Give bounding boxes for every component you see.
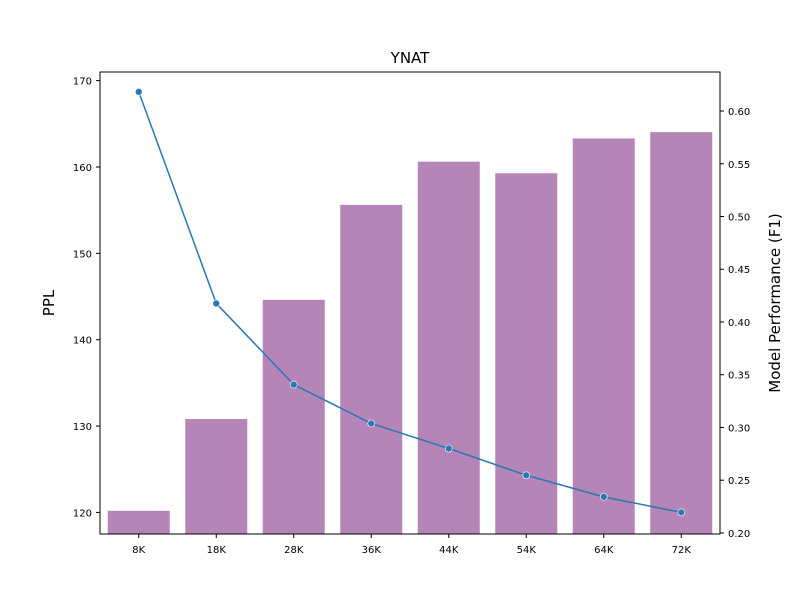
series-point [367, 419, 376, 428]
x-tick-label: 44K [439, 545, 459, 556]
y2-tick-label: 0.20 [728, 529, 750, 540]
y2-tick-label: 0.40 [728, 318, 750, 329]
bar [495, 173, 558, 535]
series-point [212, 299, 221, 308]
bar [262, 299, 325, 534]
bar [650, 132, 713, 534]
x-tick-label: 36K [362, 545, 382, 556]
bar [340, 204, 403, 534]
y2-tick-label: 0.25 [728, 476, 750, 487]
y2-tick-label: 0.60 [728, 107, 750, 118]
x-tick-label: 18K [207, 545, 227, 556]
y-tick-label: 150 [73, 249, 92, 260]
bar [185, 419, 248, 534]
y-tick-label: 140 [73, 336, 92, 347]
bar [107, 510, 170, 534]
x-tick-label: 64K [594, 545, 614, 556]
x-tick-label: 54K [517, 545, 537, 556]
y-axis-left: 120 130 140 150 160 170 [73, 77, 100, 519]
series-point [444, 444, 453, 453]
y2-tick-label: 0.50 [728, 213, 750, 224]
y-axis-right: 0.20 0.25 0.30 0.35 0.40 0.45 0.50 0.55 0.60 [720, 107, 750, 540]
series-point [677, 508, 686, 517]
y2-tick-label: 0.35 [728, 371, 750, 382]
x-tick-label: 72K [672, 545, 692, 556]
y-tick-label: 160 [73, 163, 92, 174]
y2-axis-title: Model Performance (F1) [766, 213, 784, 393]
bar [572, 138, 635, 534]
y-tick-label: 130 [73, 422, 92, 433]
y-axis-title: PPL [40, 289, 58, 316]
series-line [138, 91, 682, 514]
y2-tick-label: 0.45 [728, 265, 750, 276]
plot-frame [99, 71, 721, 535]
y-tick-label: 170 [73, 77, 92, 88]
line-layer [134, 88, 686, 517]
y-tick-label: 120 [73, 508, 92, 519]
bar [417, 161, 480, 534]
series-point [289, 380, 298, 389]
series-point [522, 471, 531, 480]
y2-tick-label: 0.55 [728, 160, 750, 171]
chart-title: YNAT [390, 49, 430, 67]
x-axis: 8K 18K 28K 36K 44K 54K 64K 72K [132, 534, 691, 556]
x-tick-label: 28K [284, 545, 304, 556]
bar-layer [107, 132, 713, 535]
series-point [599, 493, 608, 501]
x-tick-label: 8K [132, 545, 145, 556]
series-point [134, 88, 143, 96]
y2-tick-label: 0.30 [728, 423, 750, 434]
